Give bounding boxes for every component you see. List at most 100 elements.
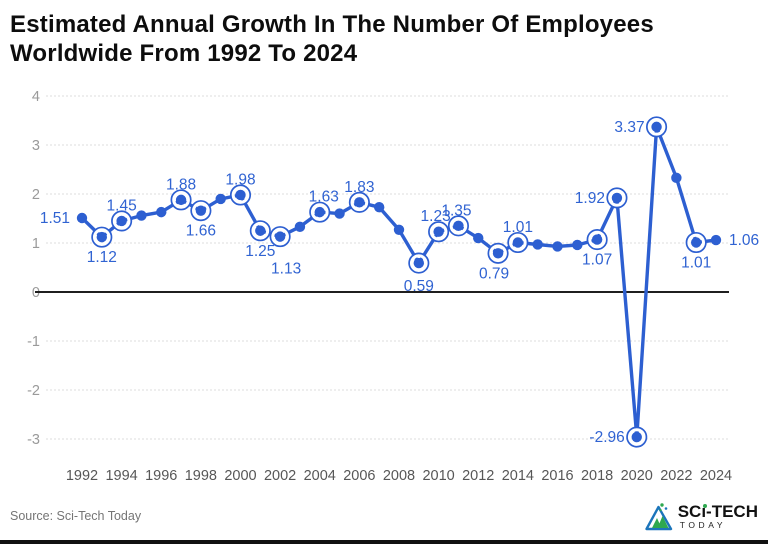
data-point-2003 — [294, 221, 306, 233]
value-label-2002: 1.13 — [271, 261, 301, 278]
data-point-1999 — [215, 193, 226, 205]
data-point-ring-2004 — [309, 201, 331, 223]
data-point-ring-2001 — [249, 220, 271, 242]
x-tick-label-1996: 1996 — [145, 468, 177, 484]
data-point-ring-2020 — [626, 426, 648, 448]
marker-halo-2011 — [449, 216, 468, 235]
data-point-2019 — [611, 192, 623, 204]
data-point-2024 — [710, 234, 722, 246]
logo-brand-post: -TECH — [706, 501, 758, 521]
data-point-2021 — [651, 121, 662, 133]
value-label-2009: 0.59 — [404, 278, 434, 295]
data-point-2002 — [274, 231, 286, 242]
value-label-2023: 1.01 — [681, 255, 711, 272]
data-point-1995 — [136, 210, 147, 221]
value-label-1998: 1.66 — [186, 223, 216, 240]
value-label-2014: 1.01 — [503, 219, 533, 236]
value-label-1994: 1.45 — [107, 197, 137, 214]
marker-halo-2021 — [647, 117, 666, 136]
data-point-ring-2023 — [685, 231, 707, 254]
data-point-ring-2006 — [348, 191, 370, 213]
data-point-ring-1994 — [111, 210, 133, 232]
value-label-2013: 0.79 — [479, 265, 509, 282]
triangle-mountain-icon — [644, 503, 672, 531]
scitech-logo: SC ı -TECH TODAY — [644, 500, 758, 532]
y-tick-label-1: 1 — [32, 236, 40, 252]
data-point-1992 — [76, 212, 88, 224]
x-tick-label-2020: 2020 — [621, 468, 653, 484]
logo-brand-sub: TODAY — [679, 519, 727, 530]
data-point-2012 — [473, 232, 484, 244]
marker-halo-2006 — [350, 193, 369, 212]
x-tick-label-2022: 2022 — [660, 468, 692, 484]
data-point-2000 — [235, 189, 246, 201]
marker-halo-1998 — [191, 201, 210, 220]
data-point-2011 — [453, 220, 464, 232]
value-label-2001: 1.25 — [245, 243, 275, 260]
marker-halo-2000 — [231, 185, 250, 204]
data-point-ring-1993 — [91, 226, 113, 248]
y-tick-label--2: -2 — [27, 383, 40, 399]
value-label-2000: 1.98 — [225, 171, 255, 188]
data-point-ring-2002 — [269, 226, 291, 248]
value-label-2004: 1.63 — [309, 189, 339, 206]
data-point-2008 — [393, 224, 405, 235]
value-label-1993: 1.12 — [87, 249, 117, 266]
x-tick-label-1998: 1998 — [185, 468, 217, 484]
value-label-1992: 1.51 — [40, 210, 70, 227]
logo-brand-i-dot: ı — [701, 501, 707, 521]
x-tick-label-2024: 2024 — [700, 468, 732, 484]
logo-brand-pre: SC — [677, 501, 702, 521]
title-line-1: Estimated Annual Growth In The Number Of… — [10, 11, 654, 38]
data-point-ring-2010 — [428, 221, 450, 243]
x-tick-label-1992: 1992 — [66, 468, 98, 484]
data-point-1998 — [195, 205, 207, 216]
x-tick-label-2008: 2008 — [383, 468, 415, 484]
marker-halo-2004 — [310, 203, 329, 222]
logo-brand-line: SC ı -TECH — [678, 503, 758, 520]
value-label-2011: 1.35 — [441, 202, 471, 219]
value-label-1997: 1.88 — [166, 176, 196, 193]
value-label-2021: 3.37 — [614, 119, 644, 136]
data-point-ring-2021 — [646, 116, 668, 138]
marker-halo-2019 — [607, 188, 626, 207]
y-tick-label--3: -3 — [27, 432, 40, 448]
logo-text: SC ı -TECH TODAY — [678, 503, 758, 530]
marker-halo-2023 — [687, 233, 706, 252]
x-tick-label-2014: 2014 — [502, 468, 534, 484]
data-point-2020 — [631, 431, 642, 443]
data-point-2006 — [354, 197, 365, 208]
title-line-2: Worldwide From 1992 To 2024 — [10, 40, 358, 67]
marker-halo-2001 — [251, 221, 270, 240]
y-tick-label-4: 4 — [32, 89, 40, 105]
data-point-ring-2000 — [229, 184, 252, 206]
data-point-2010 — [433, 226, 444, 237]
value-label-2020: -2.96 — [589, 429, 624, 446]
marker-halo-2002 — [271, 227, 290, 246]
data-point-ring-2019 — [606, 187, 628, 209]
data-point-2013 — [492, 248, 504, 259]
data-point-2017 — [572, 239, 583, 251]
footer: Source: Sci-Tech Today SC ı -TECH TODAY — [0, 496, 768, 536]
y-tick-label-2: 2 — [32, 187, 40, 203]
x-tick-label-2004: 2004 — [304, 468, 336, 484]
data-point-2001 — [255, 225, 266, 236]
x-tick-label-2012: 2012 — [462, 468, 494, 484]
data-point-ring-1998 — [190, 200, 212, 222]
data-point-2015 — [532, 239, 543, 250]
marker-halo-1993 — [92, 228, 111, 247]
x-tick-label-2016: 2016 — [541, 468, 573, 484]
data-point-ring-1997 — [170, 189, 192, 211]
data-point-1996 — [156, 206, 167, 218]
marker-halo-2018 — [588, 230, 607, 249]
data-point-2005 — [334, 208, 345, 219]
y-tick-label-3: 3 — [32, 138, 40, 154]
x-tick-label-2000: 2000 — [224, 468, 256, 484]
value-label-2010: 1.23 — [421, 208, 451, 225]
marker-halo-2014 — [508, 233, 527, 252]
x-tick-label-1994: 1994 — [105, 468, 137, 484]
x-tick-label-2006: 2006 — [343, 468, 375, 484]
data-point-1993 — [96, 231, 108, 243]
data-point-2022 — [671, 172, 682, 184]
